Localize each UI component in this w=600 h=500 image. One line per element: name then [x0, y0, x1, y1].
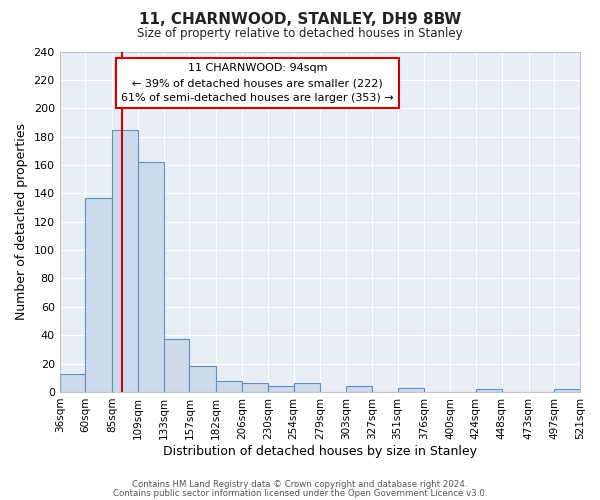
Text: 11, CHARNWOOD, STANLEY, DH9 8BW: 11, CHARNWOOD, STANLEY, DH9 8BW	[139, 12, 461, 28]
Bar	[554, 389, 580, 392]
Bar	[476, 389, 502, 392]
Bar	[242, 384, 268, 392]
Text: 11 CHARNWOOD: 94sqm
← 39% of detached houses are smaller (222)
61% of semi-detac: 11 CHARNWOOD: 94sqm ← 39% of detached ho…	[121, 64, 394, 103]
Bar	[112, 130, 138, 392]
Text: Contains HM Land Registry data © Crown copyright and database right 2024.: Contains HM Land Registry data © Crown c…	[132, 480, 468, 489]
Bar	[190, 366, 217, 392]
Bar	[346, 386, 372, 392]
Bar	[217, 380, 242, 392]
Bar	[164, 340, 190, 392]
Text: Contains public sector information licensed under the Open Government Licence v3: Contains public sector information licen…	[113, 489, 487, 498]
X-axis label: Distribution of detached houses by size in Stanley: Distribution of detached houses by size …	[163, 444, 477, 458]
Bar	[293, 384, 320, 392]
Bar	[268, 386, 293, 392]
Text: Size of property relative to detached houses in Stanley: Size of property relative to detached ho…	[137, 28, 463, 40]
Bar	[59, 374, 85, 392]
Y-axis label: Number of detached properties: Number of detached properties	[15, 123, 28, 320]
Bar	[398, 388, 424, 392]
Bar	[85, 198, 112, 392]
Bar	[138, 162, 164, 392]
